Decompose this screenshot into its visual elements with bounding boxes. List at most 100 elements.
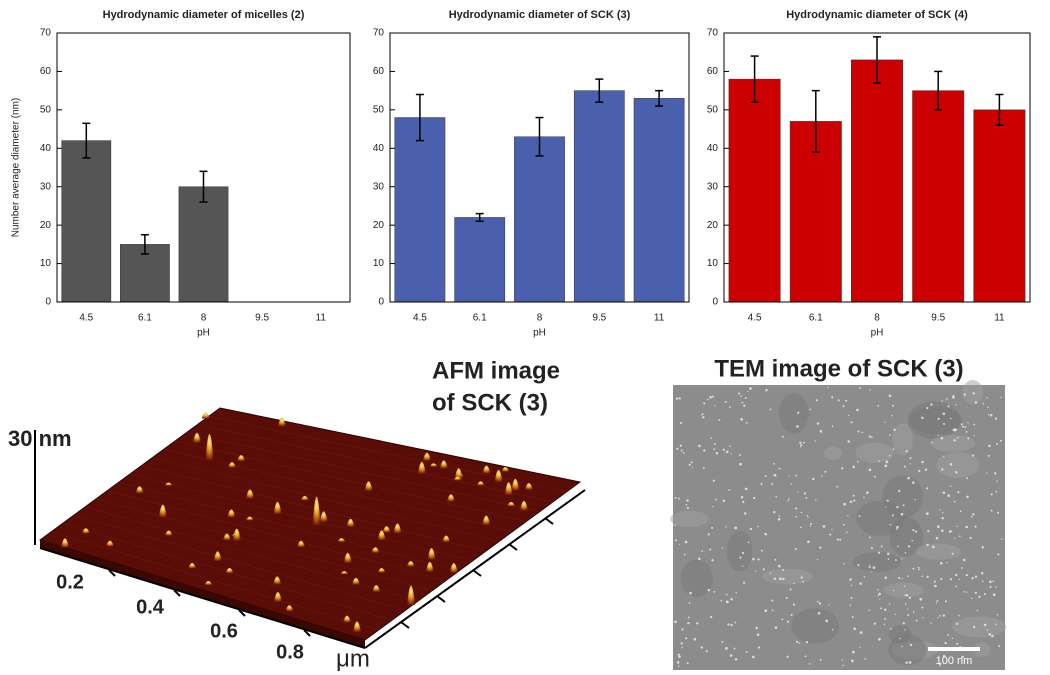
- tem-dot: [805, 640, 809, 644]
- tem-dot: [959, 535, 961, 537]
- tem-dot: [829, 533, 832, 536]
- tem-dot: [842, 405, 845, 408]
- tem-dot: [989, 585, 992, 589]
- tem-dot: [730, 623, 733, 627]
- tem-dot: [995, 586, 997, 588]
- error-bar: [475, 212, 484, 223]
- tem-dot: [952, 428, 956, 432]
- tem-dot: [905, 661, 908, 664]
- tem-dot: [800, 526, 802, 529]
- tem-dot: [878, 592, 881, 596]
- tem-dot: [912, 611, 915, 613]
- tem-dot: [953, 537, 956, 539]
- tem-blob: [727, 530, 753, 572]
- bar: [178, 186, 229, 303]
- tem-dot: [773, 577, 777, 581]
- tem-dot: [797, 411, 800, 414]
- y-tick-label: 30: [373, 181, 385, 192]
- x-tick-label: 4.5: [79, 313, 93, 324]
- error-bar: [655, 89, 664, 107]
- tem-dot: [851, 659, 854, 663]
- tem-dot: [949, 578, 953, 581]
- tem-dot: [958, 614, 960, 617]
- tem-dot: [713, 448, 716, 451]
- scale-label: 100 nm: [936, 655, 973, 667]
- y-axis-label: Number average diameter (nm): [11, 98, 22, 238]
- tem-blob: [778, 393, 809, 434]
- tem-dot: [937, 434, 939, 436]
- tem-dot: [904, 594, 906, 596]
- tem-dot: [870, 547, 873, 550]
- tem-dot: [685, 637, 688, 640]
- x-axis-label: pH: [533, 328, 546, 339]
- tem-dot: [897, 545, 899, 548]
- tem-dot: [921, 416, 924, 420]
- bar: [633, 98, 685, 303]
- tem-dot: [693, 637, 697, 641]
- tem-blob: [883, 582, 924, 598]
- y-tick-label: 70: [40, 28, 52, 39]
- afm-peak: [61, 538, 70, 548]
- y-tick-label: 0: [45, 297, 51, 308]
- tem-dot: [907, 545, 911, 548]
- tem-dot: [868, 468, 872, 472]
- tem-dot: [1000, 396, 1002, 399]
- afm-peak: [232, 528, 241, 541]
- tem-dot: [760, 483, 763, 486]
- tem-dot: [680, 642, 683, 645]
- tem-dot: [697, 557, 701, 561]
- y-tick-label: 10: [373, 258, 385, 269]
- tem-dot: [966, 495, 969, 499]
- tem-dot: [937, 417, 940, 421]
- tem-dot: [946, 398, 948, 400]
- tem-dot: [892, 404, 894, 407]
- tem-dot: [709, 395, 712, 399]
- tem-dot: [996, 614, 999, 616]
- tem-dot: [822, 525, 826, 528]
- tem-dot: [949, 485, 952, 487]
- tem-dot: [972, 513, 975, 516]
- tem-dot: [721, 547, 724, 549]
- y-tick-label: 50: [40, 104, 52, 115]
- tem-dot: [745, 651, 748, 653]
- tem-dot: [965, 430, 968, 433]
- tem-dot: [904, 602, 907, 605]
- tem-dot: [734, 526, 738, 530]
- tem-dot: [816, 422, 820, 425]
- tem-dot: [965, 525, 968, 529]
- tem-dot: [941, 516, 944, 520]
- tem-dot: [702, 466, 705, 469]
- tem-dot: [996, 480, 998, 482]
- afm-peak: [519, 500, 528, 511]
- y-tick-label: 10: [707, 258, 719, 269]
- tem-dot: [859, 646, 861, 648]
- tem-dot: [814, 440, 816, 442]
- tem-dot: [997, 553, 1000, 556]
- chart-title: Hydrodynamic diameter of micelles (2): [103, 9, 305, 21]
- tem-dot: [730, 453, 732, 455]
- tem-dot: [976, 609, 979, 612]
- tem-dot: [853, 499, 856, 502]
- tem-dot: [739, 454, 741, 456]
- tem-dot: [687, 616, 690, 619]
- tem-dot: [942, 511, 944, 514]
- tem-dot: [871, 571, 873, 573]
- tem-dot: [869, 389, 871, 391]
- error-bar: [415, 93, 424, 142]
- tem-dot: [686, 506, 689, 510]
- tem-dot: [728, 406, 731, 408]
- tem-dot: [703, 449, 706, 452]
- tem-dot: [730, 598, 733, 601]
- tem-dot: [912, 567, 915, 570]
- tem-dot: [807, 516, 809, 518]
- tem-dot: [852, 465, 855, 469]
- x-tick-label: 4.5: [748, 313, 762, 324]
- tem-dot: [762, 568, 765, 571]
- tem-dot: [703, 402, 706, 405]
- tem-dot: [799, 445, 802, 448]
- afm-x-axis: [39, 547, 366, 649]
- y-tick-label: 0: [712, 297, 718, 308]
- afm-peak: [439, 460, 448, 469]
- tem-blob: [952, 616, 1007, 638]
- y-tick-label: 60: [373, 66, 385, 77]
